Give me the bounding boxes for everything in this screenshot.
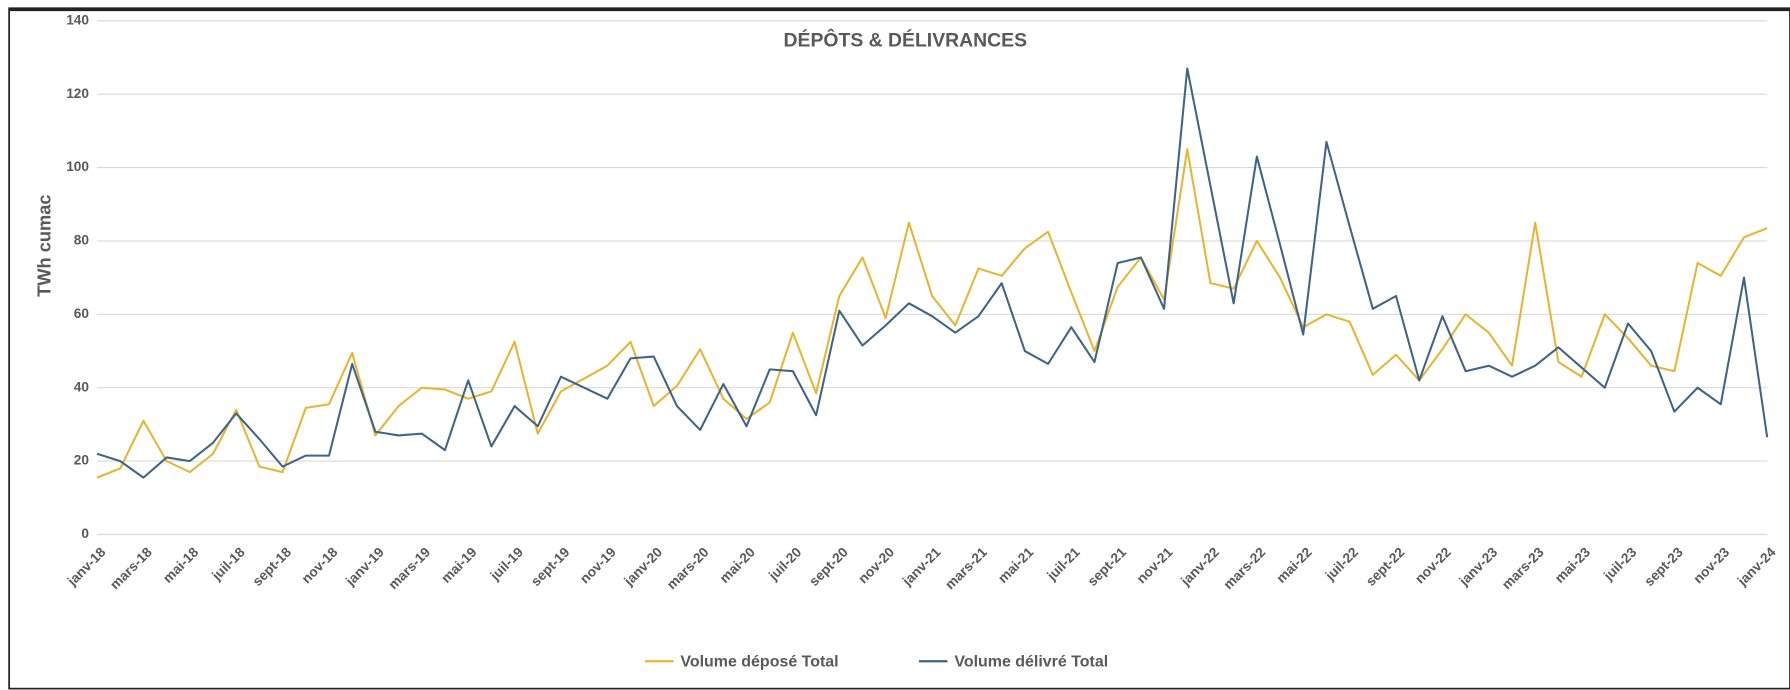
- y-tick-label: 0: [81, 526, 89, 541]
- y-tick-label: 100: [66, 159, 89, 174]
- y-axis-label: TWh cumac: [33, 194, 54, 296]
- y-tick-label: 80: [74, 233, 90, 248]
- chart-frame: [8, 7, 1790, 690]
- y-tick-label: 20: [74, 453, 90, 468]
- legend-label: Volume délivré Total: [954, 654, 1108, 671]
- y-tick-label: 60: [74, 306, 90, 321]
- chart-title: DÉPÔTS & DÉLIVRANCES: [784, 27, 1028, 51]
- y-tick-label: 140: [66, 12, 89, 27]
- series-line: [96, 67, 1769, 479]
- series-line: [96, 148, 1768, 479]
- y-tick-label: 40: [74, 379, 90, 394]
- y-tick-label: 120: [66, 86, 89, 101]
- legend-label: Volume déposé Total: [680, 654, 838, 671]
